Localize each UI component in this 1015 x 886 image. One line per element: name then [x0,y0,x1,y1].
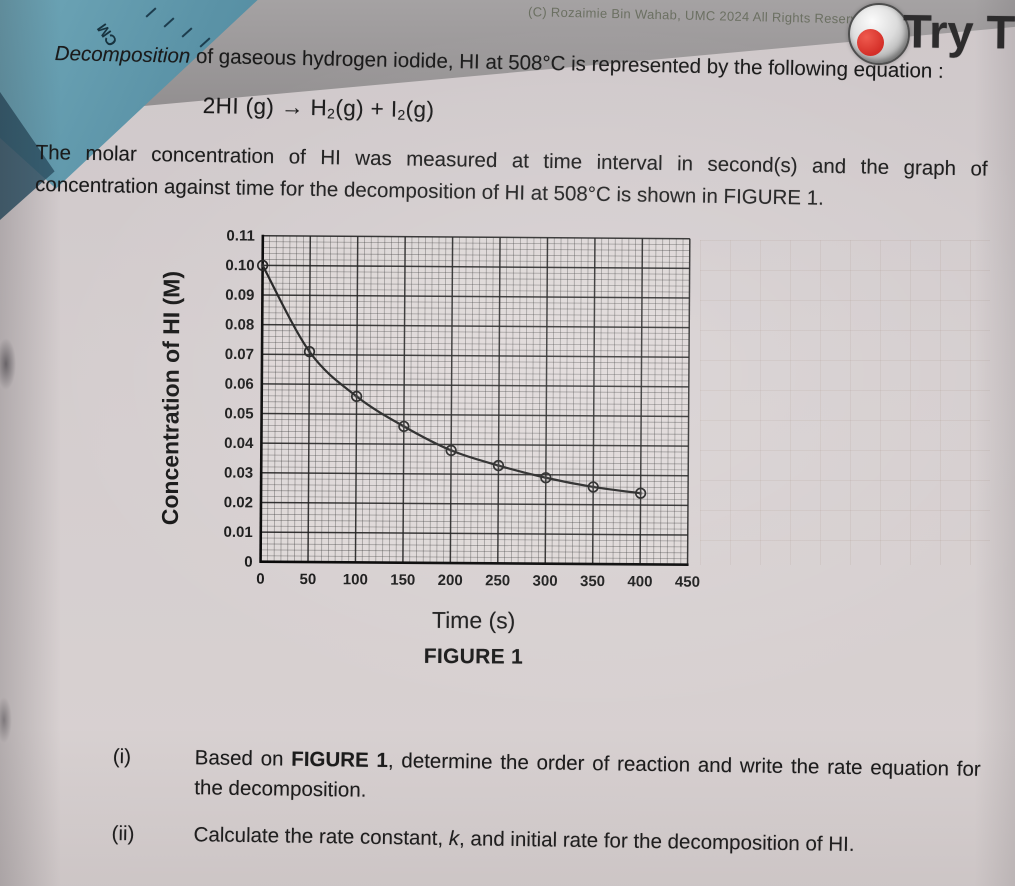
svg-text:0.02: 0.02 [224,494,253,511]
svg-text:0.07: 0.07 [225,346,254,363]
ruler-tick-icon [163,17,175,28]
question-ii-label: (ii) [111,821,135,846]
logo-circle-icon [848,3,910,65]
svg-text:0.09: 0.09 [225,287,254,304]
logo-red-dot-icon [857,29,884,56]
question-i-label: (i) [112,744,132,769]
svg-text:0.01: 0.01 [224,524,253,541]
x-axis-title: Time (s) [431,606,516,634]
question-ii-text: Calculate the rate constant, k, and init… [193,823,855,857]
svg-text:Concentration of HI (M): Concentration of HI (M) [157,271,184,525]
svg-text:250: 250 [485,572,510,589]
svg-text:100: 100 [343,571,368,588]
questions-section: (i) Based on FIGURE 1, determine the ord… [111,742,992,862]
svg-text:0: 0 [256,571,264,588]
svg-text:0.05: 0.05 [224,405,253,422]
svg-text:0.06: 0.06 [225,376,254,393]
svg-text:300: 300 [533,573,558,590]
svg-text:0.04: 0.04 [224,435,254,452]
faint-graph-paper-grid [700,240,990,565]
svg-text:150: 150 [390,572,415,589]
ruler-tick-icon [181,27,193,38]
svg-text:50: 50 [299,571,316,588]
svg-text:0.11: 0.11 [226,227,254,244]
svg-text:0.08: 0.08 [225,316,254,333]
svg-text:0.03: 0.03 [224,465,253,482]
copyright-watermark: (C) Rozaimie Bin Wahab, UMC 2024 All Rig… [527,4,873,27]
problem-description: The molar concentration of HI was measur… [35,137,988,218]
figure-caption: FIGURE 1 [423,644,524,669]
svg-text:400: 400 [627,573,652,590]
ruler-tick-icon [145,7,157,18]
chemical-equation: 2HI (g) → H2(g) + I2(g) [202,93,435,123]
svg-text:200: 200 [438,572,463,589]
svg-text:350: 350 [580,573,605,590]
edge-smudge [0,688,15,752]
brand-logo-text: Try T [902,4,1015,59]
svg-text:0: 0 [244,554,252,571]
concentration-time-chart: 0 0.01 0.02 0.03 0.04 0.05 0.06 0.07 0.08 0.09 0.1… [157,227,700,591]
svg-text:450: 450 [675,574,700,591]
figure-1: 0 0.01 0.02 0.03 0.04 0.05 0.06 0.07 0.08 0.09 0.1… [157,213,740,679]
svg-text:0.10: 0.10 [225,257,254,274]
edge-smudge [0,328,20,400]
question-i-text: Based on FIGURE 1, determine the order o… [194,746,981,802]
